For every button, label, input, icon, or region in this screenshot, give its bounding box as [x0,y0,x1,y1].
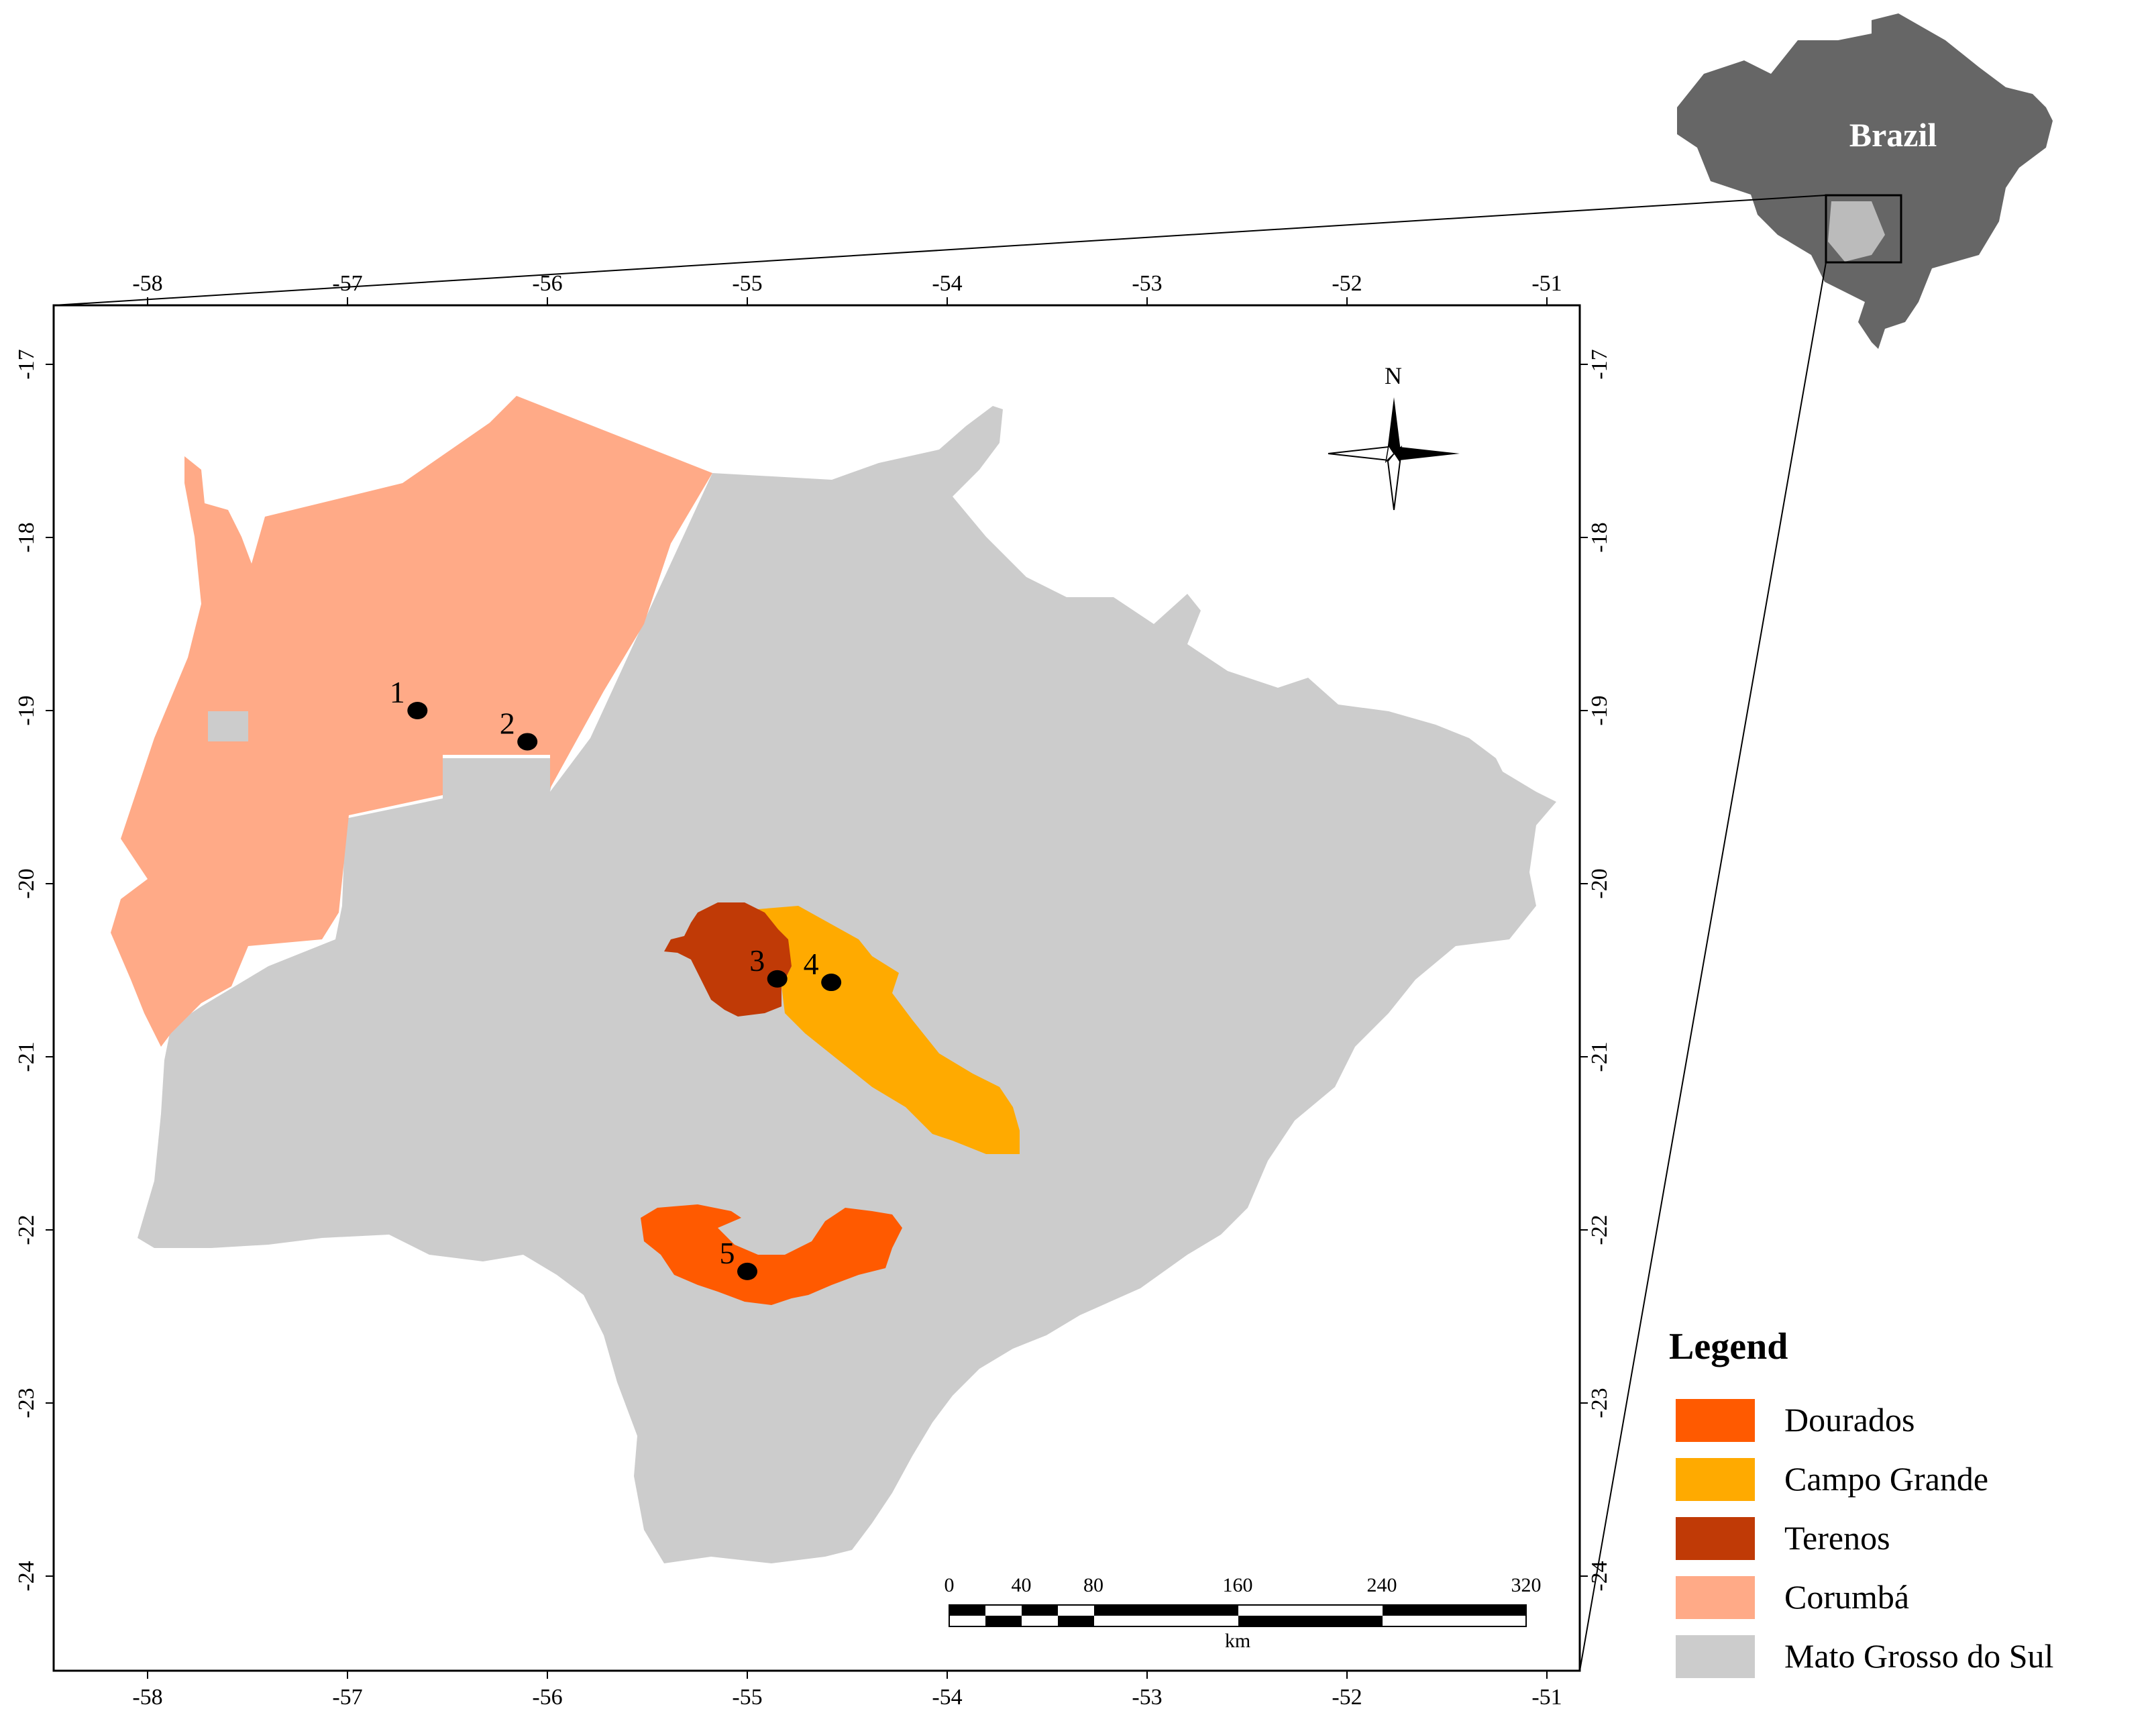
study-site-label: 2 [500,706,515,740]
lon-label-bottom: -58 [132,1685,162,1710]
scale-tick-label: 0 [945,1574,955,1596]
north-arrow-icon: N [1328,362,1460,511]
scale-unit: km [1225,1630,1250,1652]
study-sites: 1 2 3 4 5 [390,675,842,1280]
study-site-dot [517,733,538,751]
study-site-label: 5 [720,1236,735,1270]
legend-item-label: Mato Grosso do Sul [1784,1637,2053,1675]
lat-label-left: -22 [14,1214,39,1245]
scale-tick-label: 80 [1083,1574,1103,1596]
study-site-dot [407,702,428,719]
legend-item-label: Campo Grande [1784,1460,1988,1498]
lat-label-right: -17 [1587,349,1612,379]
corumba-region [111,396,712,1047]
lon-label-top: -55 [732,271,762,296]
lon-label-bottom: -57 [332,1685,362,1710]
legend-swatch [1676,1458,1755,1501]
scale-bar: 0 40 80 160 240 320 km [945,1574,1542,1652]
lat-label-right: -24 [1587,1561,1612,1591]
lon-label-top: -57 [332,271,362,296]
brazil-inset-map [1677,13,2053,349]
study-site-dot [821,974,842,992]
corumba-enclave [208,711,248,741]
lat-label-left: -20 [14,868,39,898]
legend-item-label: Dourados [1784,1401,1915,1439]
study-site-dot [737,1262,757,1280]
lon-label-top: -58 [132,271,162,296]
lat-label-right: -19 [1587,695,1612,725]
lon-label-bottom: -56 [532,1685,562,1710]
lat-label-left: -18 [14,522,39,552]
lat-label-left: -19 [14,695,39,725]
legend-swatch [1676,1576,1755,1619]
scale-tick-label: 40 [1012,1574,1032,1596]
dourados-region [641,1204,902,1305]
legend-title: Legend [1669,1326,1788,1367]
inset-locator-box [1825,194,1902,264]
lon-label-bottom: -54 [932,1685,962,1710]
lat-label-right: -18 [1587,522,1612,552]
scale-tick-label: 160 [1223,1574,1253,1596]
lon-label-bottom: -52 [1332,1685,1362,1710]
lon-label-top: -52 [1332,271,1362,296]
lon-label-top: -51 [1531,271,1562,296]
legend-swatch [1676,1635,1755,1678]
legend-swatch [1676,1399,1755,1442]
lat-label-right: -21 [1587,1041,1612,1072]
legend-swatch [1676,1517,1755,1560]
lon-label-bottom: -55 [732,1685,762,1710]
study-site-label: 3 [749,943,765,978]
lat-label-right: -23 [1587,1388,1612,1418]
legend-item-label: Corumbá [1784,1578,1909,1616]
lon-label-bottom: -51 [1531,1685,1562,1710]
lon-label-bottom: -53 [1132,1685,1162,1710]
lat-label-left: -17 [14,349,39,379]
lat-label-left: -24 [14,1561,39,1591]
legend-item-label: Terenos [1784,1519,1890,1557]
inset-connector-bottom [1579,262,1827,1671]
lat-label-left: -21 [14,1041,39,1072]
scale-tick-label: 240 [1367,1574,1397,1596]
mato-grosso-do-sul-inset-highlight [1828,201,1885,262]
north-label: N [1385,362,1402,389]
study-site-label: 4 [804,947,819,981]
lat-label-right: -20 [1587,868,1612,898]
study-site-label: 1 [390,675,405,709]
graticule-ticks: -58-58-57-57-56-56-55-55-54-54-53-53-52-… [14,271,1612,1710]
inset-label: Brazil [1849,116,1937,154]
scale-tick-label: 320 [1511,1574,1542,1596]
lon-label-top: -54 [932,271,962,296]
lat-label-right: -22 [1587,1214,1612,1245]
study-site-dot [767,970,788,988]
legend: Legend Dourados Campo Grande Terenos Corumb… [1669,1326,2053,1678]
lon-label-top: -53 [1132,271,1162,296]
lat-label-left: -23 [14,1388,39,1418]
campo-grande-region [758,906,1020,1154]
inset-connector-top [53,195,1827,306]
terenos-region [664,902,792,1017]
